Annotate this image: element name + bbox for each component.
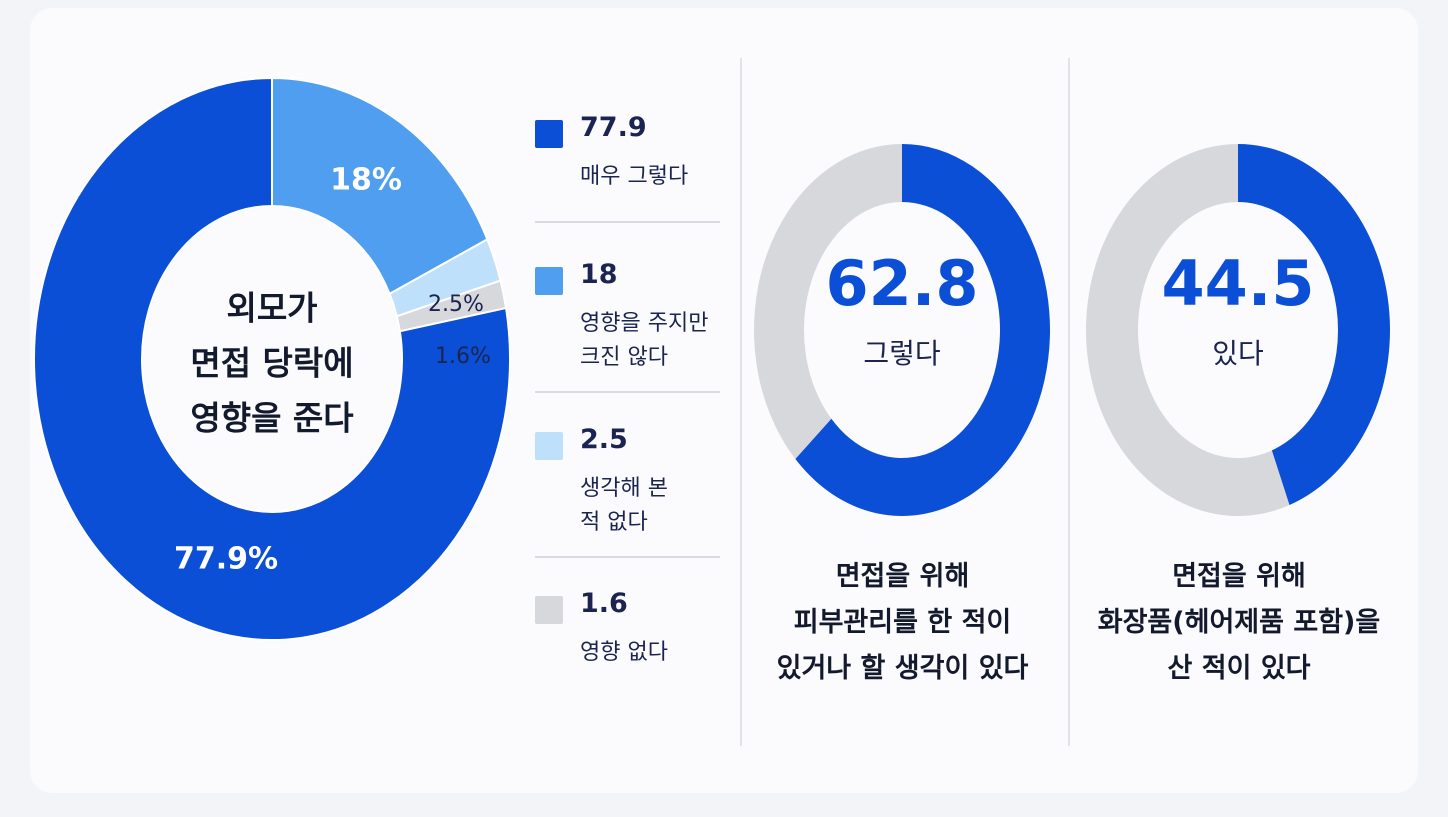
legend-label-line: 영향을 주지만 <box>580 311 709 336</box>
slice-label: 2.5% <box>428 292 484 317</box>
legend-label-line: 영향 없다 <box>580 640 668 665</box>
legend-swatch <box>535 596 563 624</box>
legend-label-line: 적 없다 <box>580 510 648 535</box>
legend-divider <box>535 391 720 393</box>
column-divider <box>740 58 742 746</box>
donut-center-value: 44.5 <box>1162 247 1315 320</box>
donut-rest-slice <box>754 144 902 460</box>
legend-label: 영향 없다 <box>580 636 730 670</box>
donut-value-slice <box>795 144 1050 516</box>
legend-value: 2.5 <box>580 424 628 455</box>
caption-line: 면접을 위해 <box>835 561 970 592</box>
donut-center-label: 있다 <box>1212 337 1264 370</box>
legend-value: 18 <box>580 259 618 290</box>
caption-line: 있거나 할 생각이 있다 <box>776 653 1029 684</box>
legend-label-line: 크진 않다 <box>580 345 668 370</box>
legend-label: 매우 그렇다 <box>580 160 730 194</box>
donut-slice <box>271 76 489 296</box>
legend-swatch <box>535 120 563 148</box>
donut-rest-slice <box>1086 144 1290 516</box>
caption-line: 산 적이 있다 <box>1167 653 1311 684</box>
donut-value-slice <box>1238 144 1390 506</box>
caption-line: 피부관리를 한 적이 <box>793 607 1012 638</box>
center-title-line: 외모가 <box>226 289 317 328</box>
slice-label: 1.6% <box>435 344 491 369</box>
legend-divider <box>535 556 720 558</box>
center-title-line: 면접 당락에 <box>190 344 353 383</box>
legend-label-line: 매우 그렇다 <box>580 164 689 189</box>
center-title-line: 영향을 준다 <box>190 399 354 438</box>
legend-value: 77.9 <box>580 112 647 143</box>
legend-label-line: 생각해 본 <box>580 476 668 501</box>
legend-divider <box>535 221 720 223</box>
slice-label: 77.9% <box>174 542 278 577</box>
caption-line: 면접을 위해 <box>1172 561 1306 592</box>
legend-swatch <box>535 432 563 460</box>
donut-center-value: 62.8 <box>826 247 979 320</box>
skincare-donut-chart: 62.8 그렇다 <box>754 144 1050 516</box>
legend-value: 1.6 <box>580 588 628 619</box>
donut-slice <box>33 76 511 641</box>
column-divider <box>1068 58 1070 746</box>
donut-center-label: 그렇다 <box>863 337 940 370</box>
legend-swatch <box>535 267 563 295</box>
caption-line: 화장품(헤어제품 포함)을 <box>1097 607 1381 638</box>
slice-label: 18% <box>330 163 402 198</box>
cosmetics-donut-chart: 44.5 있다 <box>1086 144 1390 516</box>
